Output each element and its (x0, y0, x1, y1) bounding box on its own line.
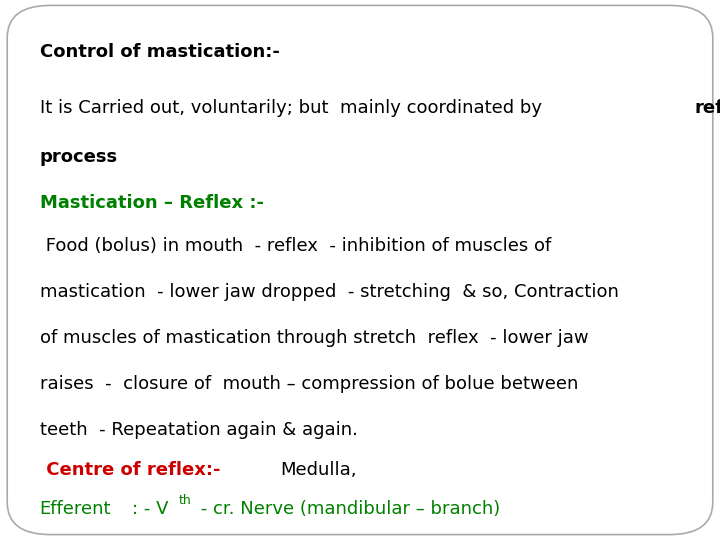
Text: Medulla,: Medulla, (281, 461, 357, 479)
Text: th: th (179, 494, 192, 508)
Text: raises  -  closure of  mouth – compression of bolue between: raises - closure of mouth – compression … (40, 375, 578, 393)
Text: reflex-: reflex- (695, 99, 720, 117)
Text: Centre of reflex:-: Centre of reflex:- (40, 461, 226, 479)
Text: Food (bolus) in mouth  - reflex  - inhibition of muscles of: Food (bolus) in mouth - reflex - inhibit… (40, 237, 551, 255)
Text: Efferent: Efferent (40, 500, 111, 518)
Text: teeth  - Repeatation again & again.: teeth - Repeatation again & again. (40, 421, 357, 438)
FancyBboxPatch shape (7, 5, 713, 535)
Text: It is Carried out, voluntarily; but  mainly coordinated by: It is Carried out, voluntarily; but main… (40, 99, 547, 117)
Text: - cr. Nerve (mandibular – branch): - cr. Nerve (mandibular – branch) (195, 500, 500, 518)
Text: of muscles of mastication through stretch  reflex  - lower jaw: of muscles of mastication through stretc… (40, 329, 588, 347)
Text: mastication  - lower jaw dropped  - stretching  & so, Contraction: mastication - lower jaw dropped - stretc… (40, 283, 618, 301)
Text: process: process (40, 148, 118, 166)
Text: Mastication – Reflex :-: Mastication – Reflex :- (40, 194, 264, 212)
Text: : - V: : - V (132, 500, 168, 518)
Text: Control of mastication:-: Control of mastication:- (40, 43, 279, 60)
